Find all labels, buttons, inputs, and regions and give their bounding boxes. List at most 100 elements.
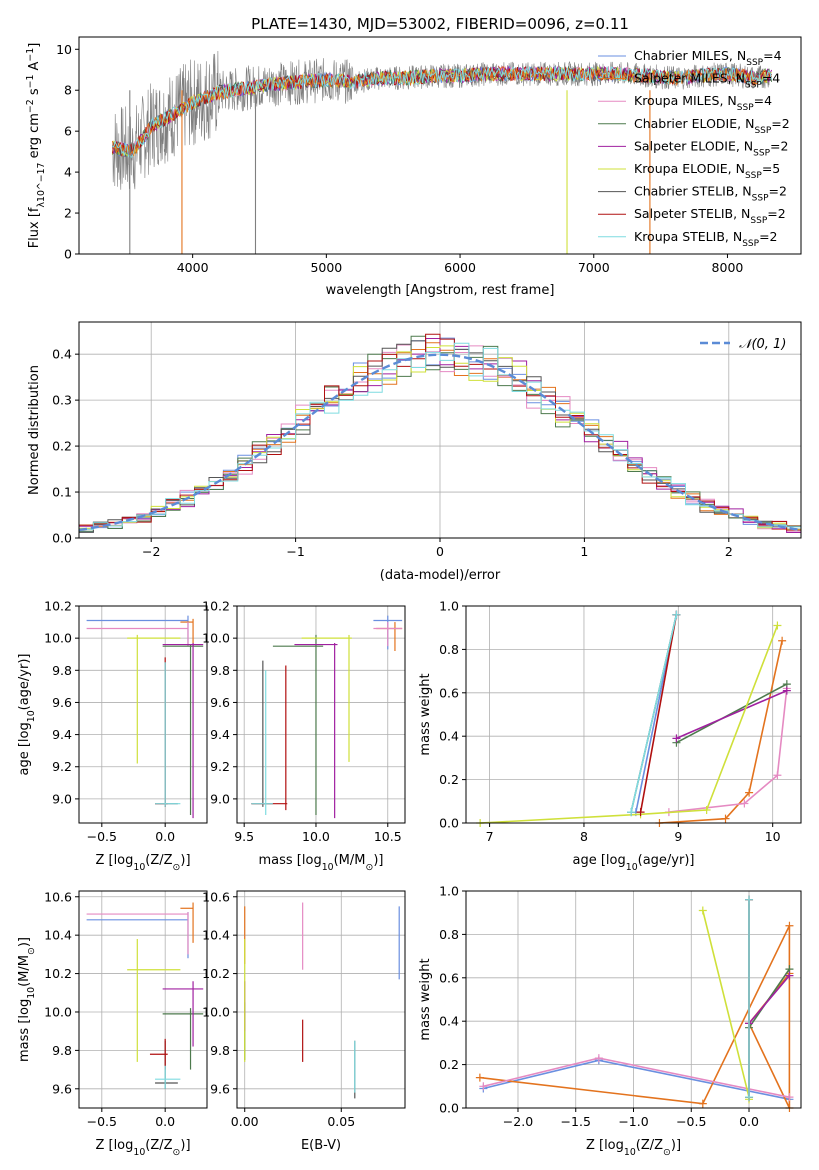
label-segment: Kroupa ELODIE, N [634,161,745,176]
legend-label: Chabrier MILES, NSSP=4 [634,48,782,68]
weight-point-marker [785,921,794,930]
weight-series-line [702,910,750,1100]
weight-point-marker [627,808,636,817]
y-axis-label: age [log10(age/yr)] [17,654,37,776]
label-segment: ⊙ [173,862,181,873]
y-axis-label: mass weight [418,958,433,1040]
y-tick-label: 0.4 [52,347,72,362]
label-segment: erg cm [27,113,42,162]
y-tick-label: 9.0 [210,791,230,806]
y-tick-label: 2 [64,206,72,221]
x-axis-label: age [log10(age/yr)] [573,853,695,873]
y-tick-label: 10.2 [44,966,72,981]
y-tick-label: 9.4 [52,727,72,742]
y-tick-label: 10.0 [44,1004,72,1019]
legend-label: Kroupa MILES, NSSP=4 [634,93,772,113]
x-tick-label: 10.5 [374,829,402,844]
x-axis-label: wavelength [Angstrom, rest frame] [326,283,555,298]
x-tick-label: 8 [580,829,588,844]
y-tick-label: 10.4 [202,928,230,943]
x-tick-label: 4000 [177,260,209,275]
y-tick-label: 0.8 [439,642,459,657]
label-segment: (Z/Z [145,1138,172,1153]
label-segment: )] [373,853,383,868]
y-tick-label: 10 [56,42,72,57]
weight-point-marker [782,686,791,695]
label-segment: Flux [f [27,207,42,248]
y-tick-label: 9.6 [210,695,230,710]
y-axis-label: mass weight [418,673,433,755]
label-segment: SSP [742,239,759,249]
y-tick-label: 0.0 [52,531,72,546]
label-segment: Chabrier STELIB, N [634,184,752,199]
legend-label: Chabrier STELIB, NSSP=2 [634,184,787,204]
y-tick-label: 10.2 [44,599,72,614]
y-tick-label: 0.6 [439,685,459,700]
x-tick-label: 9.5 [234,829,254,844]
chart-title: PLATE=1430, MJD=53002, FIBERID=0096, z=0… [251,15,629,33]
y-axis-label: Normed distribution [27,365,42,495]
y-tick-label: 0 [64,247,72,262]
label-segment: Chabrier ELODIE, N [634,116,754,131]
weight-point-marker [785,1093,794,1102]
y-tick-label: 10.0 [202,1004,230,1019]
x-axis-label: Z [log10(Z/Z⊙)] [586,1138,681,1158]
weight-point-marker [785,971,794,980]
weight-series-line [639,614,678,813]
label-segment: Chabrier MILES, N [634,48,746,63]
label-segment: SSP [737,103,754,113]
legend-label: Salpeter STELIB, NSSP=2 [634,206,786,226]
weight-point-marker [740,799,749,808]
y-tick-label: 9.8 [52,1043,72,1058]
label-segment: =2 [759,229,777,244]
axes-frame [236,605,406,824]
y-tick-label: 1.0 [439,884,459,899]
y-tick-label: 9.8 [52,663,72,678]
x-tick-label: 2 [725,544,733,559]
label-segment: −1 [25,48,36,62]
weight-point-marker [778,636,787,645]
weight-point-marker [745,1093,754,1102]
x-tick-label: 0.0 [155,829,175,844]
y-tick-label: 0.2 [439,1057,459,1072]
y-tick-label: 9.8 [210,1043,230,1058]
x-tick-label: 0.00 [231,1114,259,1129]
y-tick-label: 10.6 [202,889,230,904]
y-tick-label: 6 [64,124,72,139]
label-segment: ⊙ [365,862,373,873]
weight-point-marker [698,1099,707,1108]
y-tick-label: 0.2 [439,772,459,787]
x-tick-label: 7000 [578,260,610,275]
label-segment: age [log [573,853,626,868]
legend-label: 𝒩(0, 1) [739,337,786,352]
label-segment: Salpeter ELODIE, N [634,138,753,153]
label-segment: =2 [771,116,789,131]
legend-label: Kroupa ELODIE, NSSP=5 [634,161,780,181]
label-segment: A [27,61,42,74]
label-segment: λ10^−17 [36,162,47,207]
y-tick-label: 0.0 [439,816,459,831]
label-segment: (age/yr)] [17,654,32,711]
histogram-series [79,342,801,530]
y-tick-label: 0.2 [52,439,72,454]
label-segment: (Z/Z [145,853,172,868]
label-segment: =4 [763,48,781,63]
y-tick-label: 4 [64,165,72,180]
label-segment: Salpeter MILES, N [634,71,745,86]
weight-point-marker [672,610,681,619]
label-segment: 10 [624,1147,636,1158]
axes-frame [78,605,208,824]
label-segment: )] [180,1138,190,1153]
y-tick-label: 9.2 [210,759,230,774]
x-axis-label: Z [log10(Z/Z⊙)] [95,853,190,873]
label-segment: 10 [26,987,37,999]
x-tick-label: −2 [142,544,160,559]
axes-frame [78,36,802,255]
model-spectrum-line [112,66,773,159]
weight-point-marker [594,1054,603,1063]
weight-point-marker [672,734,681,743]
y-tick-label: 8 [64,83,72,98]
label-segment: ⊙ [663,1147,671,1158]
y-tick-label: 9.8 [210,663,230,678]
